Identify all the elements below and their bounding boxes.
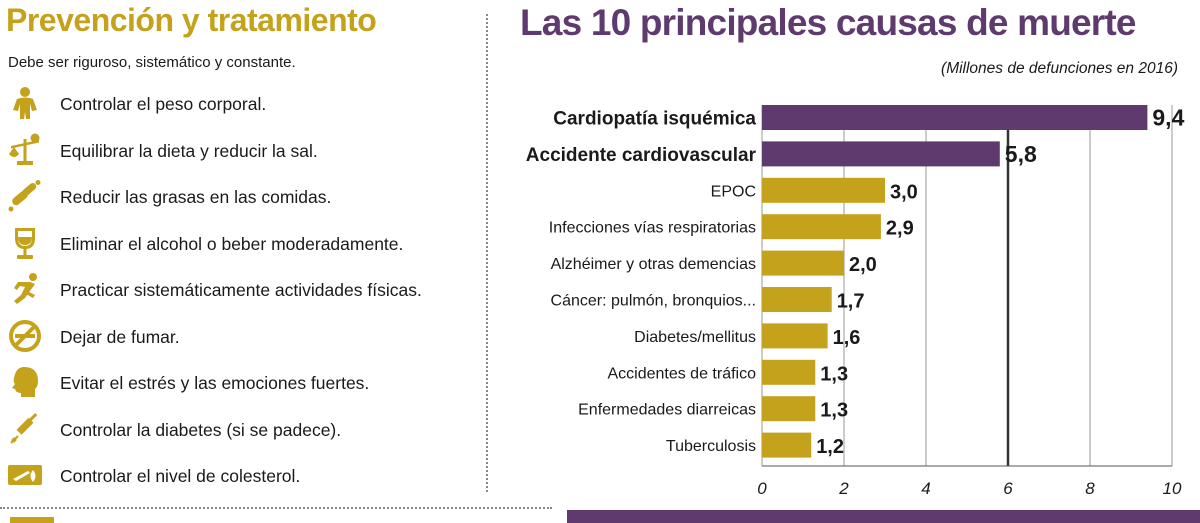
panel-divider xyxy=(486,14,488,492)
body-weight-icon xyxy=(8,86,42,120)
value-label: 1,3 xyxy=(820,400,848,422)
prevention-item: Evitar el estrés y las emociones fuertes… xyxy=(0,361,480,405)
category-label: Accidente cardiovascular xyxy=(526,145,757,166)
prevention-item: Controlar el nivel de colesterol. xyxy=(0,454,480,498)
value-label: 3,0 xyxy=(890,181,918,203)
prevention-item: Reducir las grasas en las comidas. xyxy=(0,175,480,219)
prevention-item: Practicar sistemáticamente actividades f… xyxy=(0,268,480,312)
category-label: Enfermedades diarreicas xyxy=(578,402,756,419)
prevention-item-text: Controlar el peso corporal. xyxy=(60,94,267,114)
x-tick-label: 10 xyxy=(1163,479,1182,498)
category-label: EPOC xyxy=(711,183,756,200)
prevention-item: Equilibrar la dieta y reducir la sal. xyxy=(0,129,480,173)
prevention-item: Controlar la diabetes (si se padece). xyxy=(0,408,480,452)
bar xyxy=(762,141,1000,167)
prevention-title: Prevención y tratamiento xyxy=(6,2,377,38)
value-label: 1,2 xyxy=(816,436,844,458)
prevention-item: Eliminar el alcohol o beber moderadament… xyxy=(0,222,480,266)
bar xyxy=(762,250,844,276)
wine-glass-icon xyxy=(8,226,42,260)
bar xyxy=(762,287,832,312)
bar xyxy=(762,177,885,203)
x-tick-label: 0 xyxy=(757,479,767,498)
category-label: Accidentes de tráfico xyxy=(607,365,756,382)
prevention-item-text: Equilibrar la dieta y reducir la sal. xyxy=(60,140,318,161)
no-smoking-icon xyxy=(8,319,42,353)
value-label: 9,4 xyxy=(1152,105,1184,131)
value-label: 1,7 xyxy=(837,291,865,313)
prevention-item-text: Dejar de fumar. xyxy=(60,326,180,347)
value-label: 1,3 xyxy=(820,363,848,385)
category-label: Diabetes/mellitus xyxy=(634,329,756,346)
bar xyxy=(762,105,1148,130)
value-label: 1,6 xyxy=(833,327,861,349)
balance-scale-icon xyxy=(8,133,42,167)
prevention-subtitle: Debe ser riguroso, sistemático y constan… xyxy=(8,54,296,71)
prevention-item: Controlar el peso corporal. xyxy=(0,82,480,126)
prevention-item-text: Controlar la diabetes (si se padece). xyxy=(60,419,342,440)
category-label: Cardiopatía isquémica xyxy=(553,109,756,130)
bar xyxy=(762,214,881,240)
x-tick-label: 2 xyxy=(838,479,849,498)
bar xyxy=(762,396,816,422)
bottom-gold-strip xyxy=(10,517,54,523)
sausages-icon xyxy=(8,179,42,213)
category-label: Alzhéimer y otras demencias xyxy=(551,256,756,273)
category-label: Tuberculosis xyxy=(666,438,756,455)
x-tick-label: 8 xyxy=(1085,479,1095,498)
chart-subtitle: (Millones de defunciones en 2016) xyxy=(941,60,1178,77)
prevention-item-text: Evitar el estrés y las emociones fuertes… xyxy=(60,373,370,393)
value-label: 2,0 xyxy=(849,254,877,276)
prevention-item-text: Practicar sistemáticamente actividades f… xyxy=(60,280,422,300)
bottom-purple-strip xyxy=(567,510,1200,523)
prevention-panel: Prevención y tratamiento Debe ser riguro… xyxy=(0,0,480,523)
value-label: 2,9 xyxy=(886,218,914,240)
bar xyxy=(762,432,812,458)
head-profile-icon xyxy=(8,365,42,399)
running-person-icon xyxy=(8,272,42,306)
prevention-item-text: Reducir las grasas en las comidas. xyxy=(60,187,332,207)
syringe-icon xyxy=(8,412,42,446)
bar xyxy=(762,359,816,385)
bottom-divider xyxy=(0,507,552,509)
prevention-item-text: Controlar el nivel de colesterol. xyxy=(60,466,301,486)
x-tick-label: 4 xyxy=(921,479,930,498)
prevention-item-text: Eliminar el alcohol o beber moderadament… xyxy=(60,233,404,254)
value-label: 5,8 xyxy=(1005,141,1037,167)
category-label: Infecciones vías respiratorias xyxy=(549,220,756,237)
cholesterol-test-icon xyxy=(8,458,42,492)
x-tick-label: 6 xyxy=(1003,479,1013,498)
category-label: Cáncer: pulmón, bronquios... xyxy=(551,293,756,310)
prevention-item: Dejar de fumar. xyxy=(0,315,480,359)
bar xyxy=(762,323,828,349)
chart-title: Las 10 principales causas de muerte xyxy=(520,2,1137,43)
